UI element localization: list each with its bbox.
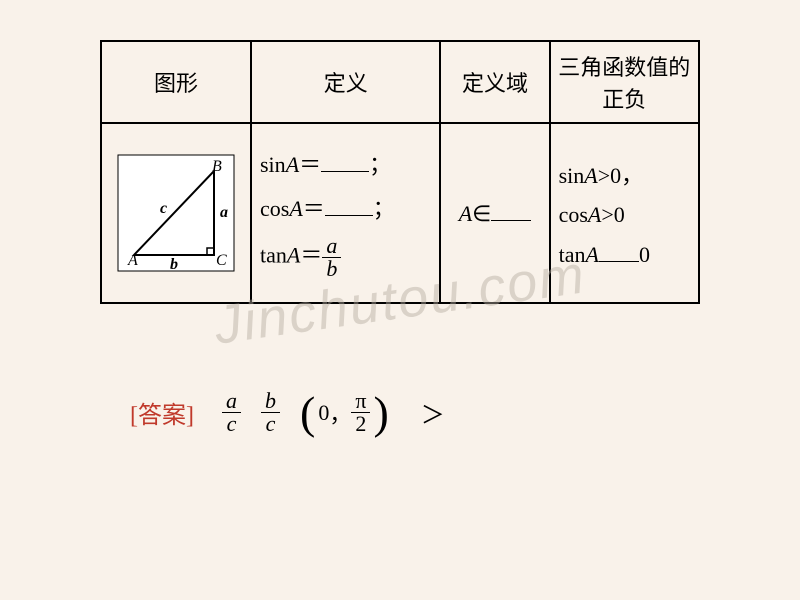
sign-cell: sinA>0， cosA>0 tanA0 (550, 123, 699, 303)
arg-sin: A (286, 152, 299, 177)
eq-sin: ＝ (299, 152, 321, 177)
ans-frac2-den: c (261, 413, 280, 435)
answer-frac-1: ac (222, 390, 241, 435)
frac-a-over-b: ab (322, 235, 341, 280)
sign-rel-cos: >0 (601, 202, 624, 227)
sign-arg-tan: A (585, 242, 598, 267)
sign-fn-tan: tan (559, 242, 586, 267)
fn-tan: tan (260, 242, 287, 267)
term-cos: ； (373, 196, 395, 221)
blank-tan-sign (599, 240, 639, 262)
eq-cos: ＝ (303, 196, 325, 221)
table: 图形 定义 定义域 三角函数值的正负 A B C a b c (100, 40, 700, 304)
header-definition: 定义 (251, 41, 440, 123)
sign-fn-cos: cos (559, 202, 588, 227)
header-domain: 定义域 (440, 41, 549, 123)
table-body-row: A B C a b c sinA＝； cosA＝； tanA＝ab (101, 123, 699, 303)
arg-cos: A (289, 196, 302, 221)
blank-domain (491, 199, 531, 221)
sign-arg-cos: A (588, 202, 601, 227)
answer-label: [答案] (130, 395, 194, 430)
arg-tan: A (287, 242, 300, 267)
sign-arg-sin: A (584, 163, 597, 188)
def-tan-line: tanA＝ab (260, 235, 433, 280)
rparen: ) (373, 399, 388, 427)
answer-interval: ( 0， π2 ) (300, 390, 389, 435)
blank-cos (325, 194, 373, 216)
table-header-row: 图形 定义 定义域 三角函数值的正负 (101, 41, 699, 123)
domain-var: A (459, 201, 472, 226)
def-sin-line: sinA＝ ； (260, 147, 433, 179)
sign-sep-sin: ， (621, 163, 643, 188)
vertex-C-label: C (216, 252, 227, 269)
sign-tan-line: tanA 0 (559, 240, 692, 268)
fn-cos: cos (260, 196, 289, 221)
frac-den: b (322, 258, 341, 280)
definition-cell: sinA＝； cosA＝； tanA＝ab (251, 123, 440, 303)
interval-right-den: 2 (351, 413, 370, 435)
blank-sin (321, 150, 369, 172)
right-triangle-diagram: A B C a b c (116, 153, 236, 273)
sign-sin-line: sinA>0， (559, 158, 692, 190)
sign-fn-sin: sin (559, 163, 585, 188)
vertex-B-label: B (212, 158, 222, 175)
sign-cos-line: cosA>0 (559, 202, 692, 228)
domain-cell: A∈ (440, 123, 549, 303)
interval-content: 0， π2 (315, 390, 373, 435)
lparen: ( (300, 399, 315, 427)
answer-frac-2: bc (261, 390, 280, 435)
ans-frac1-den: c (222, 413, 241, 435)
sign-rel-sin: >0 (598, 163, 621, 188)
interval-left: 0 (318, 400, 329, 426)
answer-row: [答案] ac bc ( 0， π2 ) ＞ (130, 390, 445, 435)
trig-definition-table: 图形 定义 定义域 三角函数值的正负 A B C a b c (100, 40, 700, 304)
figure-cell: A B C a b c (101, 123, 251, 303)
vertex-A-label: A (127, 252, 138, 269)
eq-tan: ＝ (300, 242, 322, 267)
interval-right-num: π (351, 390, 370, 413)
answer-gt: ＞ (421, 395, 445, 430)
def-cos-line: cosA＝ ； (260, 191, 433, 223)
side-c-label: c (160, 200, 167, 217)
term-sin: ； (369, 152, 391, 177)
ans-frac2-num: b (261, 390, 280, 413)
interval-right-frac: π2 (351, 390, 370, 435)
sign-tail-tan: 0 (639, 242, 650, 267)
side-b-label: b (170, 256, 178, 273)
frac-num: a (322, 235, 341, 258)
side-a-label: a (220, 204, 228, 221)
header-sign: 三角函数值的正负 (550, 41, 699, 123)
header-figure: 图形 (101, 41, 251, 123)
fn-sin: sin (260, 152, 286, 177)
ans-frac1-num: a (222, 390, 241, 413)
interval-comma: ， (329, 397, 351, 429)
domain-in: ∈ (472, 201, 491, 226)
